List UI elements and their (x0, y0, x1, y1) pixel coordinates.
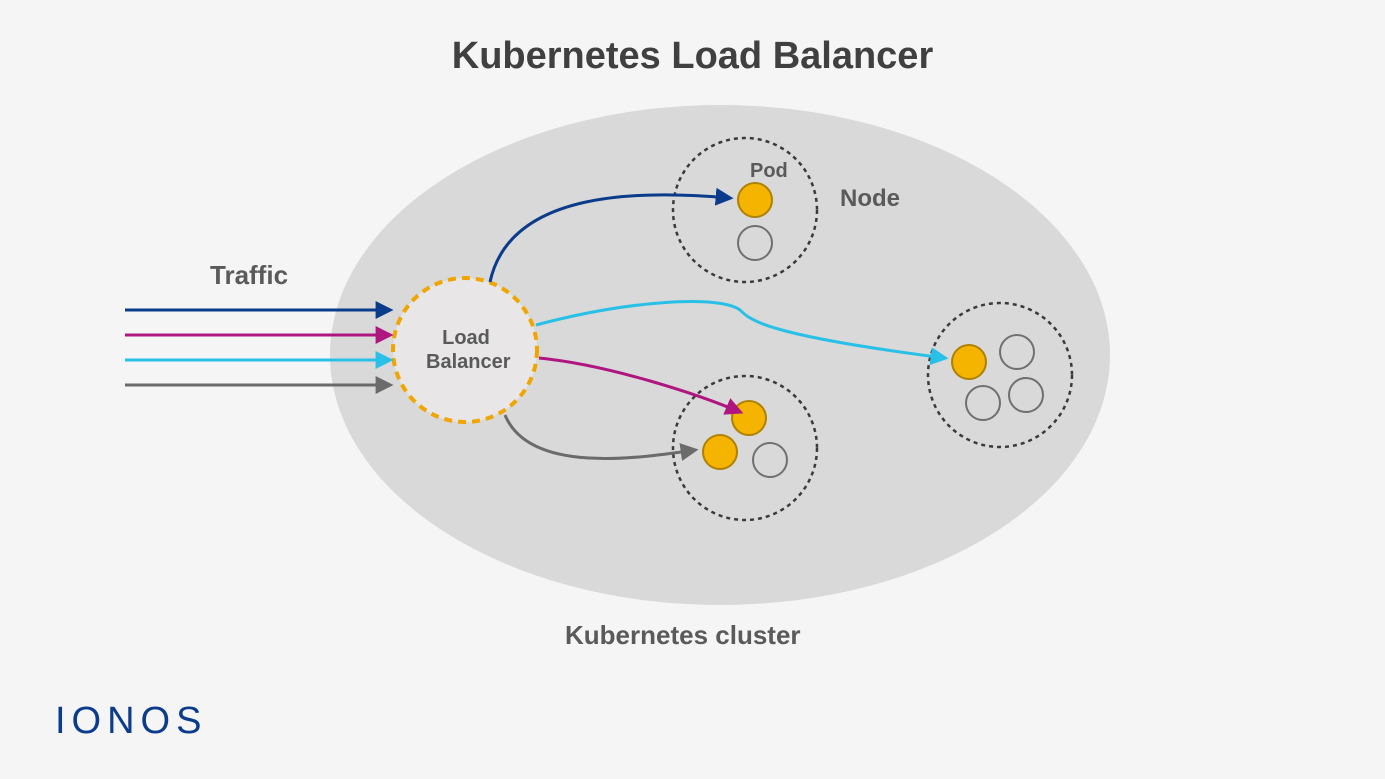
lb-label-line2: Balancer (426, 351, 511, 373)
node-label: Node (840, 185, 900, 213)
diagram-title: Kubernetes Load Balancer (0, 35, 1385, 78)
lb-label-line1: Load (442, 327, 490, 349)
diagram-svg (0, 0, 1385, 779)
load-balancer-label: Load Balancer (426, 326, 506, 374)
traffic-label: Traffic (210, 260, 288, 291)
pod-label: Pod (750, 160, 788, 183)
ionos-logo: IONOS (55, 700, 207, 743)
pod-circle (732, 401, 766, 435)
cluster-label: Kubernetes cluster (565, 620, 801, 651)
pod-circle (703, 435, 737, 469)
pod-circle (738, 183, 772, 217)
pod-circle (952, 345, 986, 379)
